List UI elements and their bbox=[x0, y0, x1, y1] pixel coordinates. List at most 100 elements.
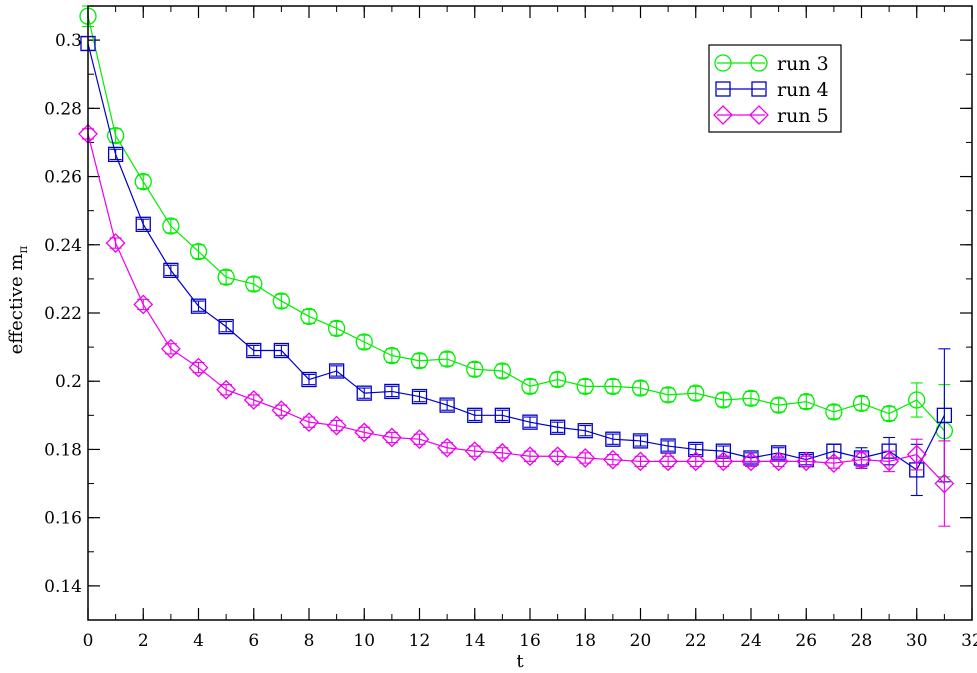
data-point bbox=[768, 451, 789, 472]
data-point bbox=[356, 385, 372, 401]
data-point bbox=[188, 357, 209, 378]
legend-marker bbox=[750, 54, 768, 72]
y-tick-label: 0.14 bbox=[44, 577, 82, 597]
data-point bbox=[134, 173, 152, 191]
data-point bbox=[439, 397, 455, 413]
x-tick-label: 0 bbox=[83, 631, 94, 651]
y-tick-label: 0.26 bbox=[44, 168, 82, 188]
data-point bbox=[467, 407, 483, 423]
data-point bbox=[605, 431, 621, 447]
data-point bbox=[577, 423, 593, 439]
data-point bbox=[936, 407, 953, 423]
data-point bbox=[520, 446, 540, 467]
legend-marker bbox=[714, 54, 732, 72]
y-tick-label: 0.24 bbox=[44, 236, 82, 256]
x-tick-label: 24 bbox=[740, 631, 762, 651]
x-tick-label: 32 bbox=[961, 631, 977, 651]
data-point bbox=[217, 268, 235, 286]
x-axis-title: t bbox=[516, 651, 524, 672]
data-point bbox=[272, 292, 291, 310]
data-point bbox=[714, 391, 733, 409]
series-layer bbox=[78, 5, 955, 527]
data-point bbox=[218, 318, 234, 335]
legend-label: run 5 bbox=[777, 105, 829, 127]
x-tick-label: 20 bbox=[630, 631, 652, 651]
legend-entry-3: run 5 bbox=[713, 105, 829, 127]
data-point bbox=[135, 216, 151, 232]
data-point bbox=[300, 307, 318, 326]
data-point bbox=[576, 377, 594, 395]
data-point bbox=[742, 389, 760, 407]
y-axis-title: effective mπ bbox=[6, 246, 30, 355]
data-point bbox=[355, 333, 373, 351]
data-point bbox=[133, 294, 154, 315]
x-tick-label: 26 bbox=[795, 631, 817, 651]
x-tick-label: 16 bbox=[519, 631, 541, 651]
data-point bbox=[245, 275, 263, 293]
data-point bbox=[741, 451, 761, 472]
data-point bbox=[687, 384, 705, 402]
y-tick-label: 0.16 bbox=[44, 509, 82, 529]
y-tick-label: 0.18 bbox=[44, 440, 82, 460]
legend-entry-2: run 4 bbox=[715, 79, 829, 101]
data-point bbox=[354, 422, 375, 443]
legend-label: run 3 bbox=[777, 53, 829, 75]
series-line bbox=[87, 16, 945, 432]
data-point bbox=[879, 451, 900, 472]
data-point bbox=[575, 448, 596, 468]
y-axis-title-subscript: π bbox=[16, 246, 30, 254]
data-point bbox=[327, 319, 346, 338]
data-point bbox=[492, 442, 513, 463]
y-axis-title-main: effective m bbox=[6, 254, 27, 355]
data-point bbox=[163, 262, 179, 279]
legend-marker bbox=[713, 105, 733, 125]
series-line bbox=[87, 43, 945, 471]
data-point bbox=[162, 217, 180, 235]
data-point bbox=[906, 444, 927, 465]
data-point bbox=[880, 404, 898, 423]
data-point bbox=[630, 451, 651, 472]
data-point bbox=[271, 400, 292, 421]
x-tick-label: 14 bbox=[464, 631, 486, 651]
data-point bbox=[326, 415, 347, 436]
data-point bbox=[823, 453, 844, 474]
data-point bbox=[189, 242, 208, 261]
data-point bbox=[411, 388, 428, 405]
x-tick-label: 2 bbox=[138, 631, 149, 651]
data-point bbox=[381, 427, 402, 448]
x-tick-label: 18 bbox=[574, 631, 596, 651]
data-point bbox=[851, 449, 872, 470]
data-point bbox=[409, 429, 430, 450]
y-tick-label: 0.3 bbox=[55, 31, 82, 51]
y-tick-label: 0.28 bbox=[44, 99, 82, 119]
data-point bbox=[410, 352, 429, 370]
data-point bbox=[494, 407, 511, 423]
series-3 bbox=[78, 123, 955, 527]
x-tick-label: 12 bbox=[409, 631, 431, 651]
plot-frame bbox=[87, 5, 973, 621]
data-point bbox=[631, 379, 650, 397]
data-point bbox=[493, 362, 512, 380]
data-point bbox=[301, 371, 317, 388]
data-point bbox=[685, 451, 706, 472]
data-point bbox=[548, 370, 567, 389]
data-point bbox=[713, 451, 734, 472]
data-point bbox=[437, 437, 458, 458]
data-point bbox=[383, 346, 401, 365]
data-point bbox=[632, 433, 649, 449]
data-point bbox=[105, 233, 126, 253]
x-tick-label: 28 bbox=[851, 631, 873, 651]
legend-marker bbox=[751, 81, 767, 97]
data-point bbox=[659, 386, 677, 404]
y-tick-label: 0.22 bbox=[44, 304, 82, 324]
data-point bbox=[328, 363, 345, 379]
x-tick-label: 10 bbox=[353, 631, 375, 651]
series-line bbox=[87, 133, 945, 484]
y-tick-label: 0.2 bbox=[55, 372, 82, 392]
data-point bbox=[216, 379, 237, 400]
data-point bbox=[160, 338, 181, 359]
data-point bbox=[273, 342, 290, 359]
x-tick-label: 4 bbox=[193, 631, 204, 651]
legend-marker bbox=[749, 105, 769, 125]
